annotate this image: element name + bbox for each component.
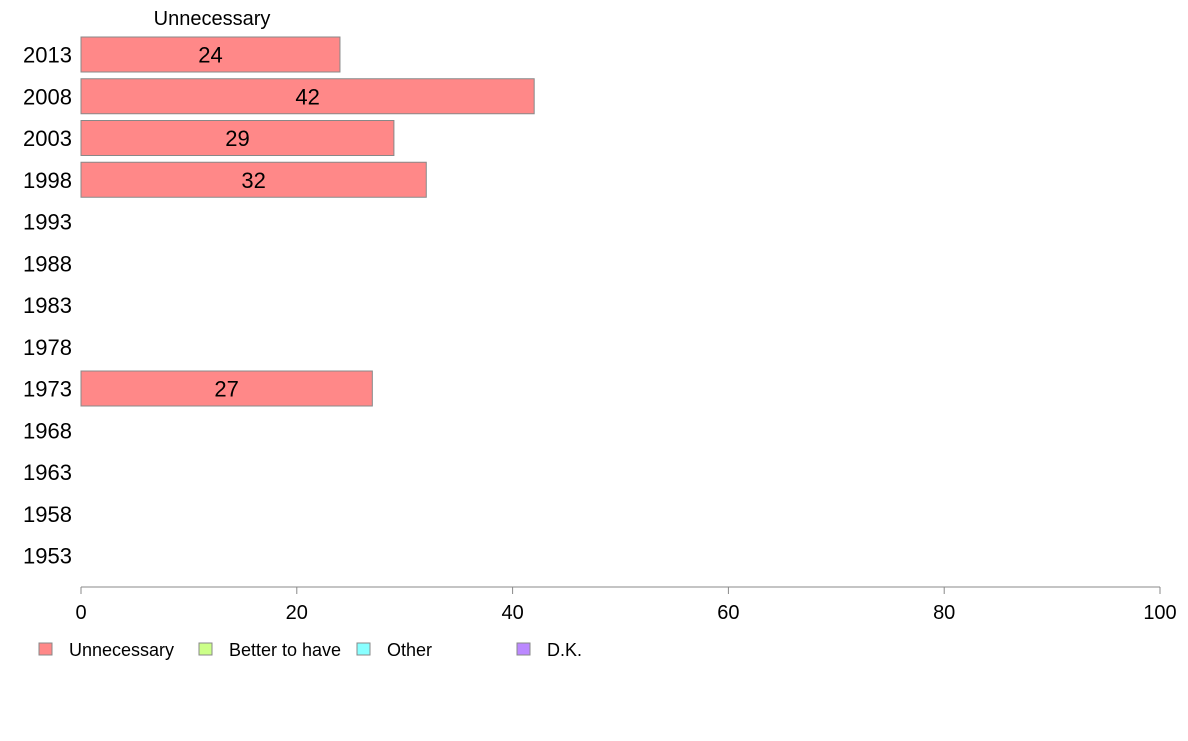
legend-swatch <box>38 642 53 656</box>
x-tick-label: 80 <box>933 602 955 624</box>
legend-swatch <box>356 642 371 656</box>
bar <box>80 36 341 73</box>
category-labels: 2013 2008 2003 1998 1993 1988 1983 1978 1973 1968… <box>23 43 72 569</box>
legend-label: Other <box>387 640 432 660</box>
category-label: 1963 <box>23 460 72 485</box>
category-label: 1958 <box>23 502 72 527</box>
category-label: 2003 <box>23 126 72 151</box>
legend-swatch <box>198 642 213 656</box>
bar-value-label: 24 <box>198 43 222 68</box>
bar-value-label: 27 <box>214 377 238 402</box>
legend-label: D.K. <box>547 640 582 660</box>
bar-value-label: 42 <box>295 84 319 109</box>
x-tick-label: 100 <box>1143 602 1176 624</box>
x-tick-label: 60 <box>717 602 739 624</box>
bar <box>80 370 373 407</box>
bar-labels: 24 42 29 32 27 <box>198 43 320 402</box>
x-axis: 0 20 40 60 80 100 <box>75 586 1177 624</box>
legend-label: Better to have <box>229 640 341 660</box>
category-label: 1968 <box>23 418 72 443</box>
category-label: 1993 <box>23 210 72 235</box>
x-tick-label: 0 <box>75 602 86 624</box>
bar <box>80 161 427 198</box>
bar-value-label: 32 <box>241 168 265 193</box>
category-label: 2008 <box>23 84 72 109</box>
category-label: 1973 <box>23 377 72 402</box>
x-tick-label: 20 <box>286 602 308 624</box>
category-label: 1988 <box>23 251 72 276</box>
category-label: 1978 <box>23 335 72 360</box>
legend: Unnecessary Better to have Other D.K. <box>38 640 582 660</box>
category-label: 2013 <box>23 43 72 68</box>
category-label: 1998 <box>23 168 72 193</box>
bars <box>80 36 535 407</box>
category-label: 1983 <box>23 293 72 318</box>
column-header: Unnecessary <box>154 8 271 30</box>
bar <box>80 120 395 156</box>
legend-label: Unnecessary <box>69 640 174 660</box>
category-label: 1953 <box>23 544 72 569</box>
bar-value-label: 29 <box>225 126 249 151</box>
legend-swatch <box>516 642 531 656</box>
x-tick-label: 40 <box>501 602 523 624</box>
bar <box>80 78 535 115</box>
